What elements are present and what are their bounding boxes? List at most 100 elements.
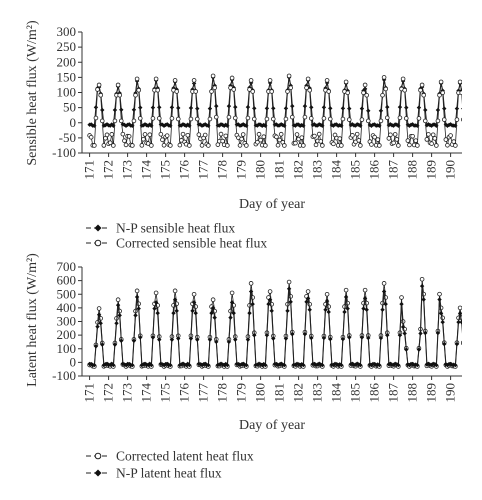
series-line-corrected-latent-heat-flux xyxy=(89,279,462,368)
data-point-diamond xyxy=(464,122,468,126)
data-point-circle xyxy=(187,143,192,148)
data-point-circle xyxy=(327,116,333,122)
legend-entry: Corrected latent heat flux xyxy=(86,449,254,464)
data-point-diamond xyxy=(378,108,384,113)
y-tick-label: 50 xyxy=(63,100,76,115)
series-line-n-p-sensible-heat-flux xyxy=(89,77,462,127)
data-point-diamond xyxy=(459,319,462,325)
data-point-diamond xyxy=(323,307,328,312)
data-point-diamond xyxy=(285,308,290,314)
data-point-diamond xyxy=(286,286,292,291)
data-point-diamond xyxy=(347,335,352,340)
x-tick-label: 184 xyxy=(329,383,344,403)
data-point-diamond xyxy=(100,107,105,113)
data-point-diamond xyxy=(435,107,441,113)
x-tick-label: 179 xyxy=(234,383,249,403)
data-point-circle xyxy=(437,291,442,297)
data-point-diamond xyxy=(212,315,217,320)
data-point-circle xyxy=(244,143,249,148)
data-point-diamond xyxy=(96,312,102,317)
data-point-diamond xyxy=(267,297,273,302)
data-point-circle xyxy=(137,116,143,121)
data-point-circle xyxy=(293,140,298,146)
data-point-diamond xyxy=(271,106,276,111)
data-point-circle xyxy=(96,82,102,88)
data-point-circle xyxy=(394,137,400,142)
x-tick-label: 180 xyxy=(253,383,268,403)
y-tick-label: -100 xyxy=(52,145,76,160)
data-point-circle xyxy=(377,143,382,148)
data-point-circle xyxy=(251,116,257,122)
data-point-circle xyxy=(180,131,186,137)
data-point-diamond xyxy=(466,362,470,366)
data-point-circle xyxy=(434,143,439,148)
data-point-circle xyxy=(359,117,365,122)
data-point-circle xyxy=(130,143,135,148)
data-point-circle xyxy=(174,89,179,94)
data-point-circle xyxy=(92,143,97,148)
data-point-circle xyxy=(378,118,384,124)
x-tick-label: 188 xyxy=(405,383,420,403)
data-point-diamond xyxy=(378,335,384,341)
data-point-circle xyxy=(435,118,441,124)
data-point-circle xyxy=(402,87,407,93)
data-point-diamond xyxy=(385,104,390,110)
x-tick-label: 186 xyxy=(367,383,382,403)
data-point-circle xyxy=(413,138,419,143)
data-point-circle xyxy=(419,276,425,282)
x-tick-label: 181 xyxy=(272,160,287,180)
y-tick-label: 700 xyxy=(57,259,77,274)
data-point-circle xyxy=(258,137,263,143)
data-point-circle xyxy=(191,291,197,297)
x-tick-label: 189 xyxy=(424,383,439,403)
data-point-diamond xyxy=(199,362,205,368)
data-point-diamond xyxy=(404,105,409,110)
data-point-diamond xyxy=(305,296,311,301)
data-point-circle xyxy=(229,75,235,81)
data-point-circle xyxy=(460,117,462,122)
y-tick-label: 200 xyxy=(57,54,77,69)
data-point-circle xyxy=(248,281,254,286)
data-point-diamond xyxy=(396,362,401,368)
data-point-circle xyxy=(313,142,319,148)
data-point-circle xyxy=(160,137,165,143)
data-point-circle xyxy=(453,143,458,148)
data-point-diamond xyxy=(423,330,428,336)
data-point-circle xyxy=(339,143,344,148)
data-point-diamond xyxy=(356,122,361,127)
data-point-circle xyxy=(418,87,423,93)
x-tick-label: 190 xyxy=(443,160,458,180)
data-point-diamond xyxy=(321,105,327,110)
y-tick-label: 150 xyxy=(57,69,77,84)
data-point-circle xyxy=(188,116,194,122)
data-point-circle xyxy=(149,143,154,148)
data-point-diamond xyxy=(421,297,426,302)
data-point-circle xyxy=(115,297,121,303)
data-point-circle xyxy=(407,142,412,148)
data-point-circle xyxy=(156,116,162,121)
data-point-diamond xyxy=(347,106,352,111)
data-point-diamond xyxy=(434,362,439,368)
data-point-circle xyxy=(302,114,308,120)
data-point-diamond xyxy=(190,308,195,314)
data-point-circle xyxy=(346,117,352,122)
x-axis-title: Day of year xyxy=(239,197,305,212)
data-point-circle xyxy=(133,92,138,98)
data-point-circle xyxy=(426,132,431,137)
data-point-circle xyxy=(410,133,415,139)
data-point-circle xyxy=(153,76,159,82)
data-point-diamond xyxy=(223,122,228,127)
x-tick-label: 179 xyxy=(234,160,249,180)
data-point-circle xyxy=(301,143,306,148)
data-point-circle xyxy=(210,73,216,79)
data-point-diamond xyxy=(100,342,105,347)
data-point-diamond xyxy=(359,106,365,111)
data-point-diamond xyxy=(442,106,447,111)
y-tick-label: 0 xyxy=(70,115,77,130)
x-axis-title: Day of year xyxy=(239,418,305,433)
data-point-diamond xyxy=(231,310,236,316)
data-point-circle xyxy=(212,85,217,91)
data-point-circle xyxy=(459,90,462,96)
data-point-diamond xyxy=(362,296,368,301)
